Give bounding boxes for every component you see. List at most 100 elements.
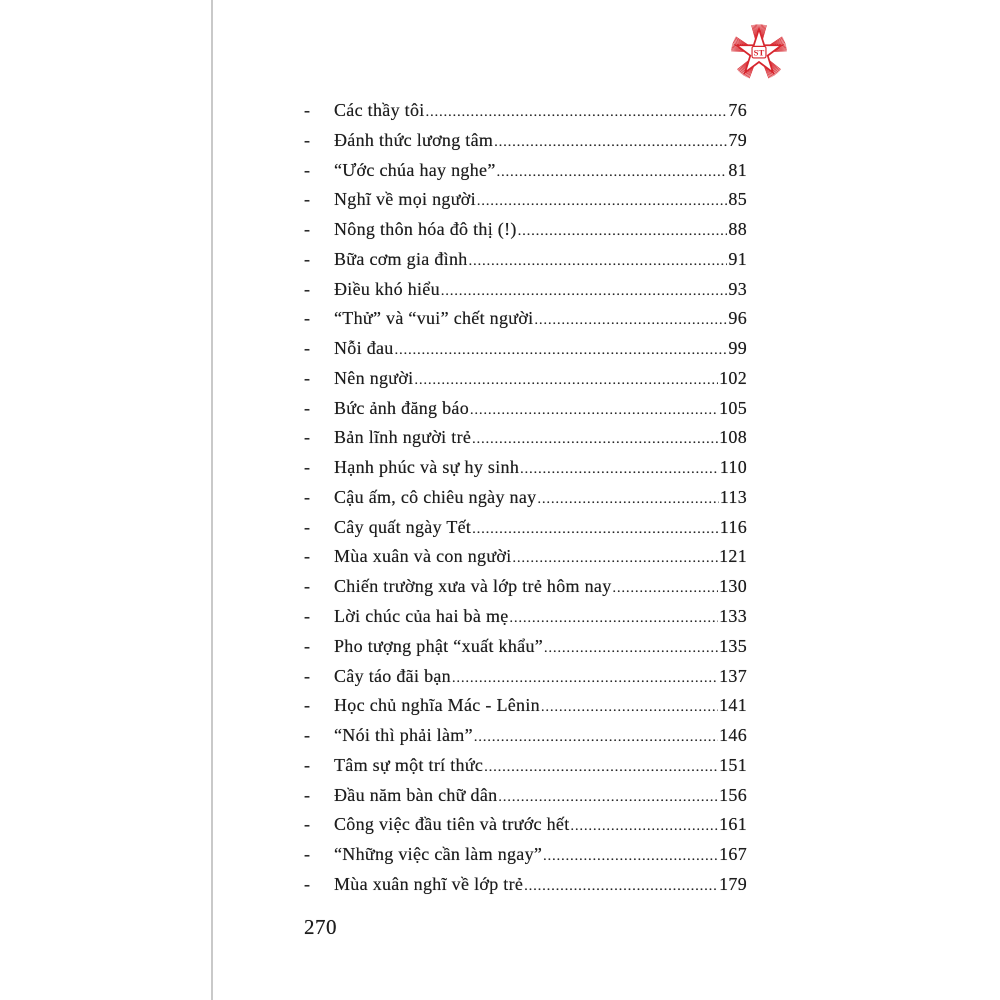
toc-entry-page: 151 <box>719 754 747 775</box>
dot-leader <box>498 785 718 811</box>
toc-entry: - Nên người 102 <box>300 365 747 395</box>
bullet-dash: - <box>304 278 311 299</box>
toc-entry-page: 167 <box>719 844 747 865</box>
bullet-dash: - <box>304 397 311 418</box>
toc-entry-page: 179 <box>719 873 747 894</box>
toc-entry-title: Tâm sự một trí thức <box>334 754 484 775</box>
toc-entry-page: 76 <box>728 100 747 120</box>
bullet-dash: - <box>304 427 311 448</box>
toc-entry: - Lời chúc của hai bà mẹ 133 <box>300 603 747 633</box>
toc-entry-page: 79 <box>728 129 747 150</box>
toc-entry-title: Bức ảnh đăng báo <box>334 397 470 418</box>
dot-leader <box>510 606 719 632</box>
page-gutter-line <box>211 0 213 1000</box>
toc-entry: - Bữa cơm gia đình 91 <box>300 246 747 276</box>
toc-entry-page: 141 <box>719 695 747 716</box>
toc-entry: - “Thử” và “vui” chết người 96 <box>300 305 747 335</box>
toc-entry-title: Cây táo đãi bạn <box>334 665 451 686</box>
toc-entry: - “Ước chúa hay nghe” 81 <box>300 157 747 187</box>
toc-entry: - Hạnh phúc và sự hy sinh 110 <box>300 454 747 484</box>
toc-entry-title: Nên người <box>334 367 414 388</box>
toc-entry: - Đánh thức lương tâm 79 <box>300 127 747 157</box>
toc-entry-page: 130 <box>719 576 747 597</box>
dot-leader <box>414 368 718 394</box>
toc-entry-title: Bữa cơm gia đình <box>334 248 468 269</box>
toc-entry: - Học chủ nghĩa Mác - Lênin 141 <box>300 692 747 722</box>
dot-leader <box>484 755 718 781</box>
bullet-dash: - <box>304 754 311 775</box>
bullet-dash: - <box>304 367 311 388</box>
bullet-dash: - <box>304 725 311 746</box>
table-of-contents: - Các thầy tôi 76 - Đánh thức lương tâm 79 - “Ư… <box>300 97 747 901</box>
toc-entry-page: 135 <box>719 635 747 656</box>
toc-entry-page: 105 <box>719 397 747 418</box>
toc-entry: - Cây táo đãi bạn 137 <box>300 663 747 693</box>
bullet-dash: - <box>304 189 311 210</box>
bullet-dash: - <box>304 576 311 597</box>
bullet-dash: - <box>304 338 311 359</box>
bullet-dash: - <box>304 784 311 805</box>
dot-leader <box>513 546 719 572</box>
bullet-dash: - <box>304 695 311 716</box>
dot-leader <box>520 457 719 483</box>
toc-entry: - Bức ảnh đăng báo 105 <box>300 395 747 425</box>
toc-entry-title: “Ước chúa hay nghe” <box>334 159 496 180</box>
dot-leader <box>494 130 727 156</box>
toc-entry-title: Hạnh phúc và sự hy sinh <box>334 457 520 478</box>
toc-entry: - Nông thôn hóa đô thị (!) 88 <box>300 216 747 246</box>
bullet-dash: - <box>304 100 311 120</box>
toc-entry-title: “Những việc cần làm ngay” <box>334 844 543 865</box>
toc-entry-page: 96 <box>728 308 747 329</box>
bullet-dash: - <box>304 129 311 150</box>
dot-leader <box>613 576 719 602</box>
dot-leader <box>537 487 718 513</box>
toc-entry-title: Pho tượng phật “xuất khẩu” <box>334 635 544 656</box>
toc-entry-page: 121 <box>719 546 747 567</box>
toc-entry-title: Cây quất ngày Tết <box>334 516 472 537</box>
toc-entry-page: 156 <box>719 784 747 805</box>
toc-entry-page: 81 <box>728 159 747 180</box>
bullet-dash: - <box>304 308 311 329</box>
toc-entry-page: 116 <box>719 516 747 537</box>
toc-entry: - “Nói thì phải làm” 146 <box>300 722 747 752</box>
bullet-dash: - <box>304 844 311 865</box>
toc-entry-title: Bản lĩnh người trẻ <box>334 427 472 448</box>
bullet-dash: - <box>304 457 311 478</box>
toc-entry: - Mùa xuân nghĩ về lớp trẻ 179 <box>300 871 747 901</box>
toc-entry-page: 113 <box>719 486 747 507</box>
dot-leader <box>470 398 718 424</box>
toc-entry-title: Nỗi đau <box>334 338 394 359</box>
toc-entry: - Chiến trường xưa và lớp trẻ hôm nay 130 <box>300 573 747 603</box>
dot-leader <box>571 814 719 840</box>
toc-entry-title: Lời chúc của hai bà mẹ <box>334 606 509 627</box>
toc-entry-page: 161 <box>719 814 747 835</box>
bullet-dash: - <box>304 635 311 656</box>
toc-entry: - Cậu ấm, cô chiêu ngày nay 113 <box>300 484 747 514</box>
toc-entry-title: Mùa xuân và con người <box>334 546 512 567</box>
toc-entry-page: 99 <box>728 338 747 359</box>
toc-entry-title: Nông thôn hóa đô thị (!) <box>334 219 517 240</box>
bullet-dash: - <box>304 219 311 240</box>
bullet-dash: - <box>304 546 311 567</box>
toc-entry-page: 133 <box>719 606 747 627</box>
dot-leader <box>469 249 728 275</box>
bullet-dash: - <box>304 486 311 507</box>
svg-text:ST: ST <box>754 48 765 58</box>
bullet-dash: - <box>304 248 311 269</box>
toc-entry-title: “Thử” và “vui” chết người <box>334 308 534 329</box>
bullet-dash: - <box>304 516 311 537</box>
toc-entry-page: 85 <box>728 189 747 210</box>
toc-entry: - Tâm sự một trí thức 151 <box>300 752 747 782</box>
bullet-dash: - <box>304 606 311 627</box>
dot-leader <box>524 874 718 900</box>
toc-entry-page: 102 <box>719 367 747 388</box>
dot-leader <box>452 666 718 692</box>
toc-entry-title: Học chủ nghĩa Mác - Lênin <box>334 695 540 716</box>
toc-entry-page: 91 <box>728 248 747 269</box>
toc-entry: - Các thầy tôi 76 <box>300 97 747 127</box>
dot-leader <box>477 189 728 215</box>
dot-leader <box>472 427 718 453</box>
toc-entry-page: 146 <box>719 725 747 746</box>
toc-entry-title: Chiến trường xưa và lớp trẻ hôm nay <box>334 576 612 597</box>
toc-entry-title: Các thầy tôi <box>334 100 425 120</box>
